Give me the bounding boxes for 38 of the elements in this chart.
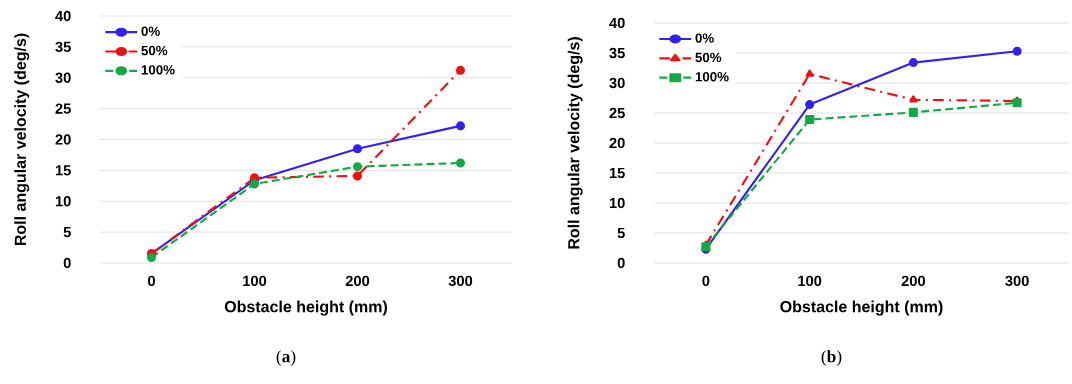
y-tick-label: 0 xyxy=(63,257,71,269)
x-axis-title: Obstacle height (mm) xyxy=(224,300,387,316)
x-tick-label: 100 xyxy=(243,275,267,287)
y-tick-label: 40 xyxy=(609,17,625,29)
text: (a) xyxy=(276,350,296,366)
y-tick-label: 15 xyxy=(55,165,71,176)
legend-label: 100% xyxy=(695,72,729,82)
legend-label: 0% xyxy=(141,26,160,36)
legend-label: 0% xyxy=(695,33,714,43)
y-tick-label: 35 xyxy=(609,47,625,59)
legend-label: 100% xyxy=(141,65,175,75)
x-tick-label: 200 xyxy=(345,275,370,287)
y-tick-label: 5 xyxy=(617,227,625,239)
y-tick-label: 15 xyxy=(609,167,625,179)
x-tick-label: 300 xyxy=(1005,275,1029,287)
y-tick-label: 20 xyxy=(609,137,625,149)
x-tick-label: 100 xyxy=(798,275,822,287)
text: (b) xyxy=(821,350,842,366)
y-tick-label: 0 xyxy=(617,257,625,269)
y-tick-label: 30 xyxy=(609,77,625,89)
legend-label: 50% xyxy=(695,52,722,63)
y-tick-label: 30 xyxy=(55,72,71,83)
y-tick-label: 5 xyxy=(63,227,71,238)
y-tick-label: 10 xyxy=(55,196,71,207)
y-tick-label: 25 xyxy=(609,107,625,119)
x-axis-title: Obstacle height (mm) xyxy=(780,300,943,316)
x-tick-label: 300 xyxy=(448,275,473,287)
y-tick-label: 25 xyxy=(55,103,71,114)
y-tick-label: 40 xyxy=(55,10,71,22)
y-axis-title: Roll angular velocity (deg/s) xyxy=(14,33,30,246)
legend-label: 50% xyxy=(141,45,168,56)
y-tick-label: 10 xyxy=(609,197,625,209)
y-tick-label: 20 xyxy=(55,134,71,145)
x-tick-label: 0 xyxy=(148,275,155,287)
x-tick-label: 200 xyxy=(901,275,925,287)
x-tick-label: 0 xyxy=(702,275,710,287)
y-axis-title: Roll angular velocity (deg/s) xyxy=(567,37,583,249)
y-tick-label: 35 xyxy=(55,41,71,53)
